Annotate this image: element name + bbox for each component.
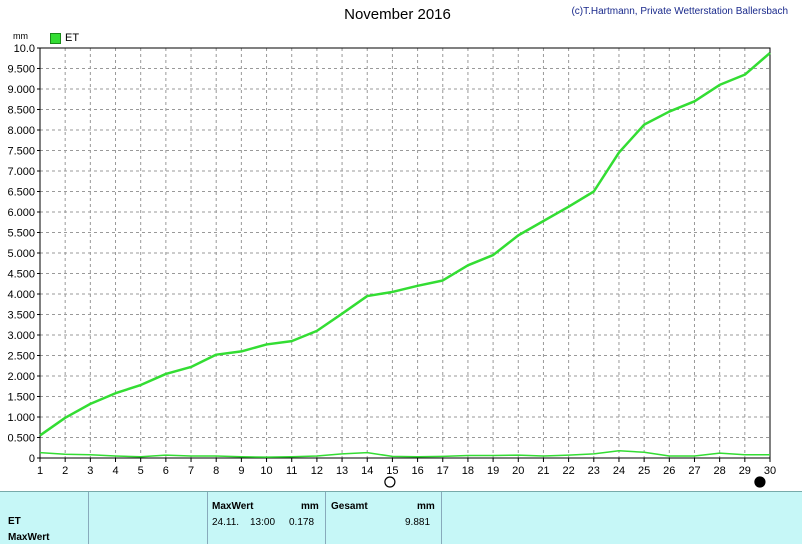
y-tick-label: 9.000 [7,84,35,96]
x-tick-label: 20 [512,465,524,477]
table-divider [325,492,326,544]
x-tick-label: 28 [714,465,726,477]
y-tick-label: 8.000 [7,125,35,137]
full-moon-icon [384,476,396,488]
table-row-label-et: ET [8,516,21,527]
x-tick-label: 19 [487,465,499,477]
plot-svg: 0 0.500 1.000 1.500 2.000 2.500 3.000 3.500 4.00… [7,43,776,488]
summary-table: ET MaxWert MaxWert mm 24.11. 13:00 0.178… [0,491,802,544]
x-tick-label: 3 [87,465,93,477]
maxwert-time: 13:00 [250,517,276,528]
y-tick-label: 5.500 [7,228,35,240]
new-moon-icon [754,476,766,488]
y-tick-label: 1.500 [7,392,35,404]
x-tick-label: 14 [361,465,373,477]
x-tick-label: 30 [764,465,776,477]
y-tick-label: 0 [29,453,35,465]
table-divider [88,492,89,544]
x-tick-label: 6 [163,465,169,477]
gesamt-unit: mm [417,501,435,512]
table-row-label-maxwert: MaxWert [8,532,50,543]
legend-label: ET [65,32,80,44]
y-tick-label: 7.500 [7,146,35,158]
y-tick-label: 0.500 [7,433,35,445]
y-tick-label: 1.000 [7,412,35,424]
plot-frame [39,47,771,459]
maxwert-header: MaxWert [212,501,254,512]
gesamt-value: 9.881 [405,517,431,528]
y-axis-unit: mm [13,31,28,41]
y-tick-label: 4.000 [7,289,35,301]
x-tick-label: 24 [613,465,625,477]
y-tick-label: 5.000 [7,248,35,260]
x-tick-label: 15 [386,465,398,477]
x-tick-label: 4 [112,465,118,477]
x-tick-label: 17 [437,465,449,477]
x-tick-label: 5 [138,465,144,477]
series-line-hourly-et [39,449,770,458]
maxwert-date: 24.11. [212,517,240,528]
y-tick-label: 2.500 [7,351,35,363]
y-tick-label: 8.500 [7,105,35,117]
x-tick-label: 8 [213,465,219,477]
y-tick-label: 7.000 [7,166,35,178]
copyright-text: (c)T.Hartmann, Private Wetterstation Bal… [571,6,788,17]
gesamt-header: Gesamt [331,501,368,512]
x-tick-label: 10 [260,465,272,477]
y-tick-label: 6.500 [7,187,35,199]
y-tick-label: 4.500 [7,269,35,281]
x-tick-label: 1 [37,465,43,477]
chart-title: November 2016 [344,6,451,23]
y-tick-label: 6.000 [7,207,35,219]
table-divider [207,492,208,544]
x-tick-label: 2 [62,465,68,477]
x-tick-label: 12 [311,465,323,477]
y-tick-label: 2.000 [7,371,35,383]
x-tick-label: 13 [336,465,348,477]
x-tick-label: 9 [238,465,244,477]
x-tick-label: 21 [537,465,549,477]
x-tick-label: 29 [739,465,751,477]
x-tick-label: 26 [663,465,675,477]
legend: ET [50,32,79,44]
x-tick-label: 23 [588,465,600,477]
chart-area: November 2016 (c)T.Hartmann, Private Wet… [7,6,788,488]
x-tick-label: 16 [411,465,423,477]
legend-swatch [50,32,61,44]
x-tick-label: 25 [638,465,650,477]
maxwert-value: 0.178 [289,517,315,528]
y-tick-label: 3.000 [7,330,35,342]
y-tick-label: 3.500 [7,310,35,322]
maxwert-unit: mm [301,501,319,512]
x-tick-label: 11 [286,465,297,477]
table-divider [441,492,442,544]
x-tick-label: 18 [462,465,474,477]
y-tick-label: 10.0 [14,43,35,55]
series-line-et [39,51,771,437]
y-tick-label: 9.500 [7,64,35,76]
x-tick-label: 7 [188,465,194,477]
x-tick-label: 22 [562,465,574,477]
x-tick-label: 27 [688,465,700,477]
